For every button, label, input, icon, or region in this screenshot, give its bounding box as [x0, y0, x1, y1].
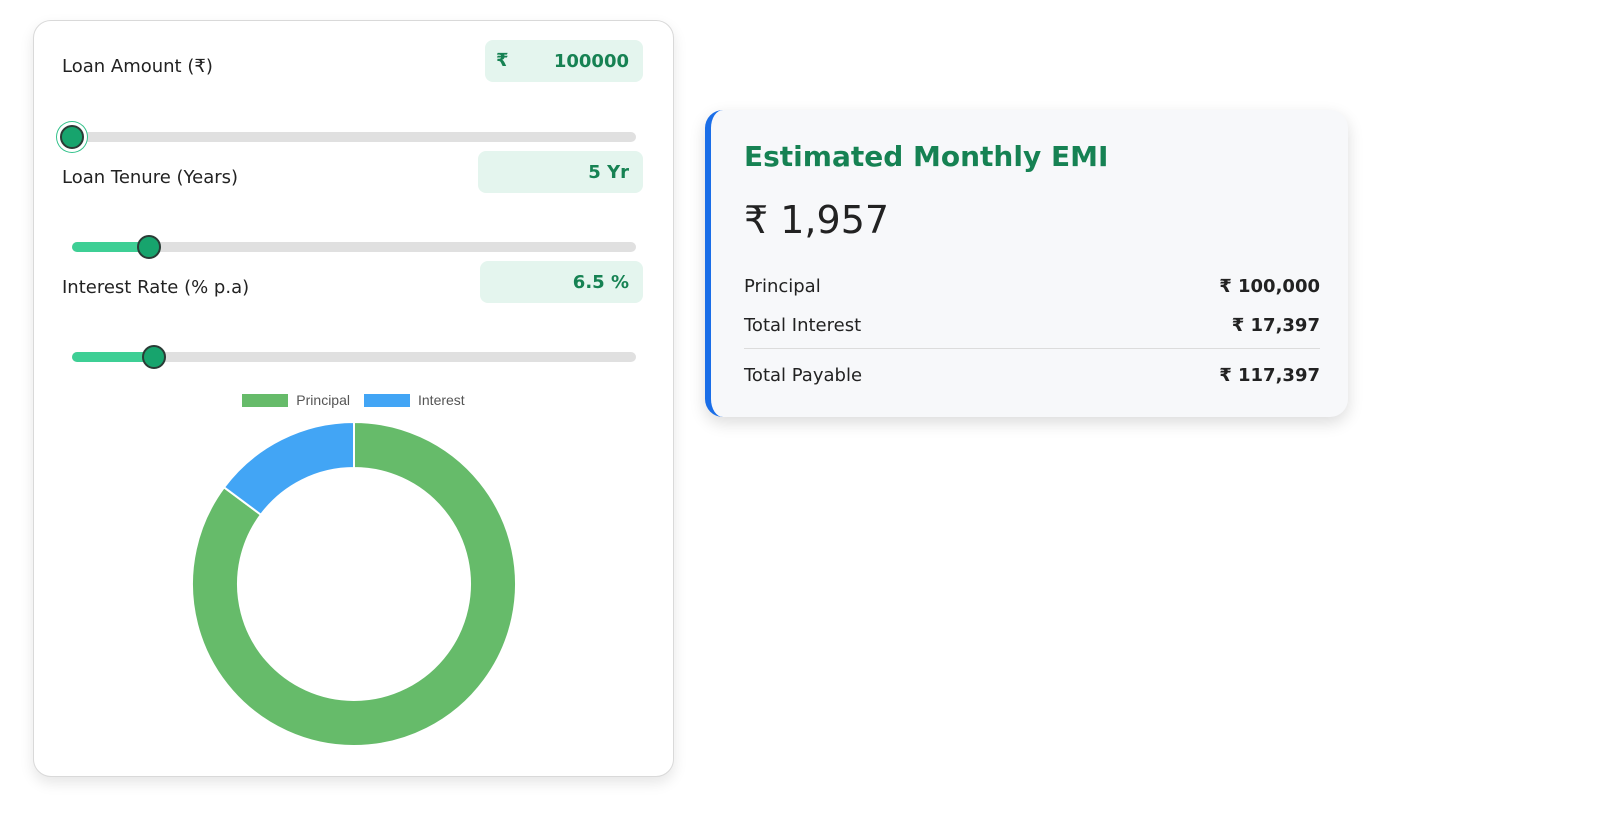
monthly-emi-value: ₹ 1,957 [744, 198, 890, 242]
tenure-input[interactable]: 5 Yr [478, 151, 643, 193]
tenure-slider-thumb[interactable] [137, 235, 162, 259]
interest-slider-fill [72, 352, 155, 362]
principal-row: Principal ₹ 100,000 [744, 271, 1320, 301]
interest-slider-thumb[interactable] [142, 345, 167, 369]
legend-item-interest[interactable]: Interest [364, 392, 465, 408]
legend-item-principal[interactable]: Principal [242, 392, 350, 408]
total-payable-row: Total Payable ₹ 117,397 [744, 360, 1320, 390]
interest-label: Interest Rate (% p.a) [62, 277, 250, 298]
rupee-icon: ₹ [496, 50, 509, 71]
loan-amount-slider-thumb[interactable] [60, 125, 84, 149]
loan-amount-value: 100000 [553, 50, 629, 72]
interest-row: Interest Rate (% p.a) 6.5 % [34, 261, 673, 377]
interest-value: 6.5 % [572, 271, 629, 293]
loan-amount-label: Loan Amount (₹) [62, 56, 213, 77]
principal-row-value: ₹ 100,000 [1219, 275, 1320, 297]
emi-title: Estimated Monthly EMI [744, 140, 1109, 173]
loan-amount-row: Loan Amount (₹) ₹ 100000 [34, 40, 673, 156]
chart-legend: Principal Interest [34, 392, 673, 408]
total-payable-label: Total Payable [744, 364, 863, 386]
tenure-label: Loan Tenure (Years) [62, 167, 239, 188]
total-interest-label: Total Interest [744, 314, 862, 336]
legend-swatch-interest [364, 393, 410, 407]
principal-row-label: Principal [744, 275, 821, 297]
donut-slice-interest[interactable] [222, 421, 355, 517]
legend-label-interest: Interest [418, 392, 465, 408]
interest-input[interactable]: 6.5 % [480, 261, 643, 303]
tenure-slider-fill [72, 242, 150, 252]
tenure-value: 5 Yr [588, 161, 629, 183]
legend-label-principal: Principal [296, 392, 350, 408]
loan-amount-slider[interactable] [60, 125, 636, 149]
donut-slice-principal[interactable] [191, 421, 517, 747]
principal-interest-donut-chart [191, 421, 517, 747]
total-payable-value: ₹ 117,397 [1219, 364, 1320, 386]
legend-swatch-principal [242, 393, 289, 407]
total-interest-value: ₹ 17,397 [1231, 314, 1320, 336]
tenure-slider[interactable] [72, 235, 636, 259]
loan-amount-input[interactable]: ₹ 100000 [485, 40, 643, 82]
emi-summary-card: Estimated Monthly EMI ₹ 1,957 Principal … [705, 110, 1348, 417]
summary-divider [744, 348, 1320, 349]
total-interest-row: Total Interest ₹ 17,397 [744, 310, 1320, 340]
interest-slider[interactable] [72, 345, 636, 369]
emi-calculator-card: Loan Amount (₹) ₹ 100000 Loan Tenure (Ye… [33, 20, 674, 777]
tenure-row: Loan Tenure (Years) 5 Yr [34, 151, 673, 267]
